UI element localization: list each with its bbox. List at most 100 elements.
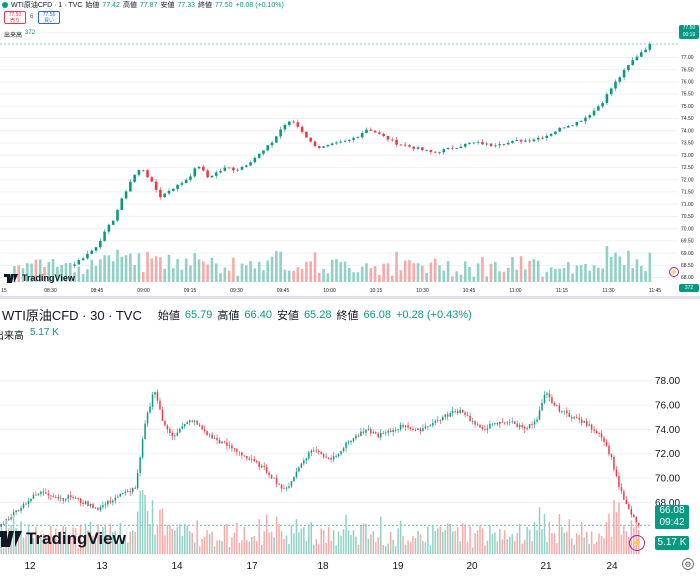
candle-body [454, 410, 456, 412]
volume-bar [509, 536, 511, 554]
volume-bar [117, 543, 119, 554]
candle-body [554, 131, 557, 134]
volume-bar [481, 528, 484, 554]
candle-body [47, 493, 50, 496]
volume-bar [298, 532, 300, 554]
volume-bar [412, 263, 416, 282]
candle-body [221, 441, 223, 444]
buy-button[interactable]: 77.56 買い [38, 11, 60, 24]
candle-body [562, 127, 566, 129]
volume-bar [502, 271, 506, 282]
volume-bar [50, 525, 52, 554]
volume-bar [518, 524, 521, 554]
volume-bar [439, 526, 442, 554]
volume-bar [68, 262, 72, 282]
volume-bar [409, 542, 412, 554]
chart-panel-30min[interactable]: 78.00 76.00 74.00 72.00 70.00 68.00 12 13 14 17 18… [0, 299, 700, 576]
candle-body [343, 140, 347, 142]
volume-bar [339, 262, 343, 282]
candle-body [528, 140, 531, 142]
volume-bar [196, 520, 198, 554]
lightning-icon[interactable]: ⚡ [629, 535, 645, 551]
candle-body [464, 412, 466, 415]
candle-body [258, 461, 260, 468]
volume-bar [429, 262, 433, 282]
symbol-title-bottom[interactable]: WTI原油CFD · 30 · TVC [2, 308, 142, 323]
candle-body [434, 420, 437, 423]
candle-body [206, 170, 209, 178]
volume-bar [369, 268, 373, 282]
candle-body [524, 140, 527, 142]
tradingview-logo[interactable]: TradingView [0, 529, 126, 549]
volume-bar [330, 259, 334, 282]
candle-body [176, 432, 179, 436]
volume-bar [451, 276, 454, 282]
volume-bar [92, 535, 94, 554]
chart-panel-1min[interactable]: 78.0077.0076.5076.0075.5075.0074.5074.00… [0, 0, 700, 298]
price-axis-tick: 71.50 [681, 190, 694, 196]
candle-body [179, 428, 181, 433]
last-price: 77.50 [682, 25, 696, 31]
lightning-icon[interactable]: ⚡ [669, 267, 679, 277]
candle-body [77, 498, 79, 500]
volume-bar [270, 256, 274, 282]
volume-bar [484, 545, 486, 554]
candle-body [67, 495, 69, 499]
volume-bar [30, 539, 32, 554]
candle-body [12, 512, 15, 518]
volume-bar [610, 536, 613, 554]
volume-bar [347, 530, 350, 554]
volume-bar [601, 268, 604, 282]
candle-body [432, 422, 434, 426]
volume-bar [504, 530, 506, 554]
volume-bar [159, 509, 161, 554]
candle-body [236, 448, 238, 452]
symbol-title[interactable]: WTI原油CFD · 1 · TVC [11, 2, 83, 9]
candle-body [433, 151, 437, 153]
volume-bar [536, 260, 540, 282]
volume-bar [146, 511, 149, 554]
volume-bar [201, 538, 203, 554]
volume-bar [382, 544, 384, 554]
volume-bar [104, 525, 107, 554]
volume-bar [236, 275, 239, 282]
volume-value: 5.17 K [30, 327, 59, 338]
volume-bar [548, 521, 551, 554]
candle-body [298, 467, 300, 472]
volume-bar [352, 530, 355, 554]
tradingview-logo[interactable]: TradingView [4, 273, 75, 283]
candle-body [578, 417, 580, 420]
volume-bar [375, 542, 377, 554]
candle-body [300, 126, 304, 132]
volume-bar [223, 525, 226, 554]
chart-canvas-1min[interactable]: 78.0077.0076.5076.0075.5075.0074.5074.00… [0, 0, 700, 298]
settings-gear-icon[interactable]: ⚙ [682, 558, 694, 570]
volume-bar [197, 259, 201, 282]
candle-body [317, 146, 321, 148]
tradingview-logo-text: TradingView [26, 529, 126, 548]
candle-body [348, 139, 351, 141]
volume-bar [77, 266, 81, 282]
chart-canvas-30min[interactable]: 78.00 76.00 74.00 72.00 70.00 68.00 12 13 14 17 18… [0, 299, 700, 576]
candle-body [305, 458, 308, 461]
last-price: 66.08 [659, 505, 685, 516]
volume-bar [134, 531, 136, 554]
volume-bar [578, 535, 580, 554]
volume-bar [532, 259, 536, 282]
candle-body [339, 141, 343, 143]
candle-body [532, 139, 536, 142]
volume-bar [356, 272, 360, 282]
candle-body [227, 167, 231, 169]
volume-bar [541, 276, 544, 282]
volume-bar [309, 261, 312, 282]
candle-body [50, 495, 52, 497]
candle-body [491, 423, 494, 425]
candle-body [249, 162, 252, 166]
candle-body [422, 428, 424, 432]
sell-button[interactable]: 77.50 売り [4, 11, 26, 24]
candle-body [421, 147, 424, 150]
volume-bar [69, 535, 72, 554]
volume-bar [468, 266, 471, 282]
legend-top: WTI原油CFD · 1 · TVC 始値 77.42 高値 77.87 安値 77.… [2, 0, 284, 10]
volume-bar [313, 252, 317, 282]
